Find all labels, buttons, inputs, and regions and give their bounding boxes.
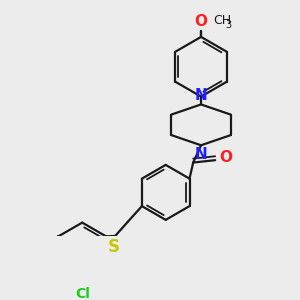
Text: N: N (195, 88, 207, 103)
Text: O: O (194, 14, 208, 29)
Text: CH: CH (214, 14, 232, 28)
Text: O: O (219, 150, 232, 165)
Text: N: N (195, 147, 207, 162)
Text: 3: 3 (225, 20, 232, 30)
Text: S: S (108, 238, 120, 256)
Text: Cl: Cl (75, 287, 90, 300)
